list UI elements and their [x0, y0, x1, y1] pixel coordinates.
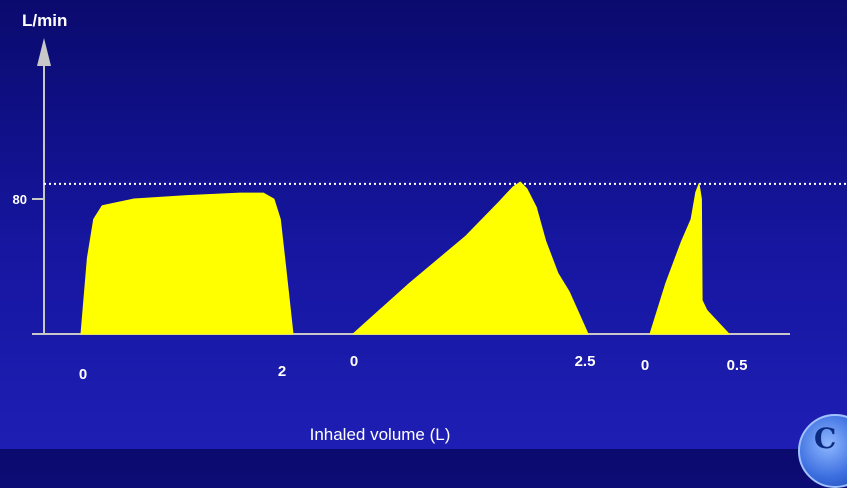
x-tick-label: 0	[641, 357, 649, 374]
x-tick-label: 0	[79, 366, 87, 383]
flow-areas	[80, 181, 730, 335]
x-tick-label: 2	[278, 363, 286, 380]
tick-labels: 80 0 2 0 2.5 0 0.5	[13, 192, 748, 383]
flow-area-3	[649, 183, 730, 335]
x-tick-label: 0.5	[727, 357, 748, 374]
y-axis-label: L/min	[22, 11, 68, 30]
x-tick-label: 0	[350, 353, 358, 370]
y-axis-arrow	[37, 38, 51, 66]
flow-volume-chart: 80 0 2 0 2.5 0 0.5	[13, 38, 790, 383]
flow-area-1	[80, 192, 294, 335]
x-axis-title: Inhaled volume (L)	[309, 425, 451, 444]
x-tick-label: 2.5	[575, 353, 596, 370]
y-tick-label: 80	[13, 192, 27, 207]
flow-area-2	[352, 181, 589, 335]
